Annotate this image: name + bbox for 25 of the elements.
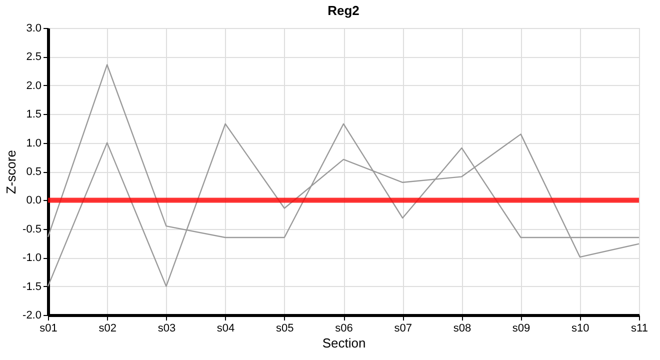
x-tick-label: s09 bbox=[512, 322, 530, 334]
x-tick-label: s02 bbox=[98, 322, 116, 334]
y-tick-label: -0.5 bbox=[22, 223, 42, 236]
x-tick-label: s01 bbox=[40, 322, 58, 334]
y-tick-label: -2.0 bbox=[22, 310, 42, 322]
x-tick-label: s11 bbox=[631, 322, 648, 334]
chart-title: Reg2 bbox=[328, 3, 360, 18]
y-tick-label: 2.0 bbox=[26, 80, 42, 92]
x-axis-title: Section bbox=[322, 336, 366, 350]
x-tick-label: s05 bbox=[276, 322, 294, 334]
y-tick-label: -1.5 bbox=[22, 280, 42, 293]
x-tick-label: s06 bbox=[335, 322, 353, 334]
x-tick-label: s03 bbox=[158, 322, 176, 334]
x-tick-label: s04 bbox=[216, 322, 235, 334]
x-tick-label: s08 bbox=[453, 322, 472, 334]
y-tick-label: 0.5 bbox=[26, 166, 42, 178]
y-tick-label: 2.5 bbox=[26, 51, 42, 64]
y-tick-label: -1.0 bbox=[22, 252, 42, 264]
x-tick-label: s07 bbox=[394, 322, 412, 334]
y-tick-label: 0.0 bbox=[26, 194, 42, 207]
y-axis-title: Z-score bbox=[4, 150, 19, 194]
y-tick-label: 1.5 bbox=[26, 108, 42, 121]
x-tick-label: s10 bbox=[572, 322, 590, 334]
y-tick-label: 1.0 bbox=[26, 137, 42, 150]
y-tick-label: 3.0 bbox=[26, 22, 42, 34]
